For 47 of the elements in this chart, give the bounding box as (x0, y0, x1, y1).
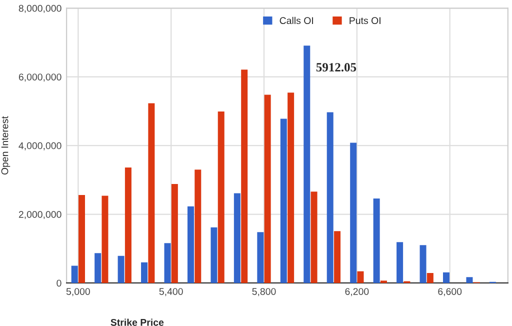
bar (118, 256, 124, 283)
bar (71, 266, 78, 283)
bar (141, 262, 148, 283)
y-tick-label: 0 (56, 280, 62, 287)
bar (164, 243, 171, 283)
bar (466, 277, 473, 283)
x-tick-label: 5,400 (159, 288, 183, 296)
bar (241, 70, 248, 283)
bar (350, 142, 357, 283)
bar (218, 112, 224, 283)
bar (187, 206, 194, 283)
bar (357, 271, 364, 283)
bar (264, 94, 271, 283)
bar (78, 195, 86, 283)
bar (396, 242, 404, 283)
y-axis-title: Open Interest (1, 116, 10, 175)
x-axis-title: Strike Price (110, 318, 164, 326)
bar (194, 170, 202, 283)
y-tick-label: 4,000,000 (18, 142, 62, 150)
bar (102, 196, 108, 283)
bar (420, 245, 426, 283)
y-tick-label: 6,000,000 (18, 74, 62, 82)
legend-label: Puts OI (350, 17, 380, 24)
bar (443, 272, 450, 283)
bar (326, 112, 334, 283)
bar (373, 198, 380, 283)
bar (171, 184, 178, 283)
legend-label: Calls OI (280, 16, 313, 24)
bar (426, 273, 434, 283)
bar (334, 231, 341, 283)
x-tick-label: 6,200 (345, 288, 369, 296)
bar (148, 103, 155, 283)
x-tick-label: 6,600 (438, 288, 462, 296)
annotation: 5912.05 (316, 63, 356, 72)
bar (210, 227, 218, 283)
bar (94, 253, 102, 283)
bar (124, 168, 132, 283)
x-tick-label: 5,000 (66, 288, 90, 296)
bar (257, 232, 264, 283)
bar (234, 193, 240, 283)
y-tick-label: 8,000,000 (18, 4, 62, 13)
bar (304, 46, 310, 283)
bar (280, 118, 287, 283)
bar (310, 192, 318, 283)
y-tick-label: 2,000,000 (18, 210, 62, 220)
x-tick-label: 5,800 (252, 288, 276, 296)
bar (288, 92, 294, 283)
